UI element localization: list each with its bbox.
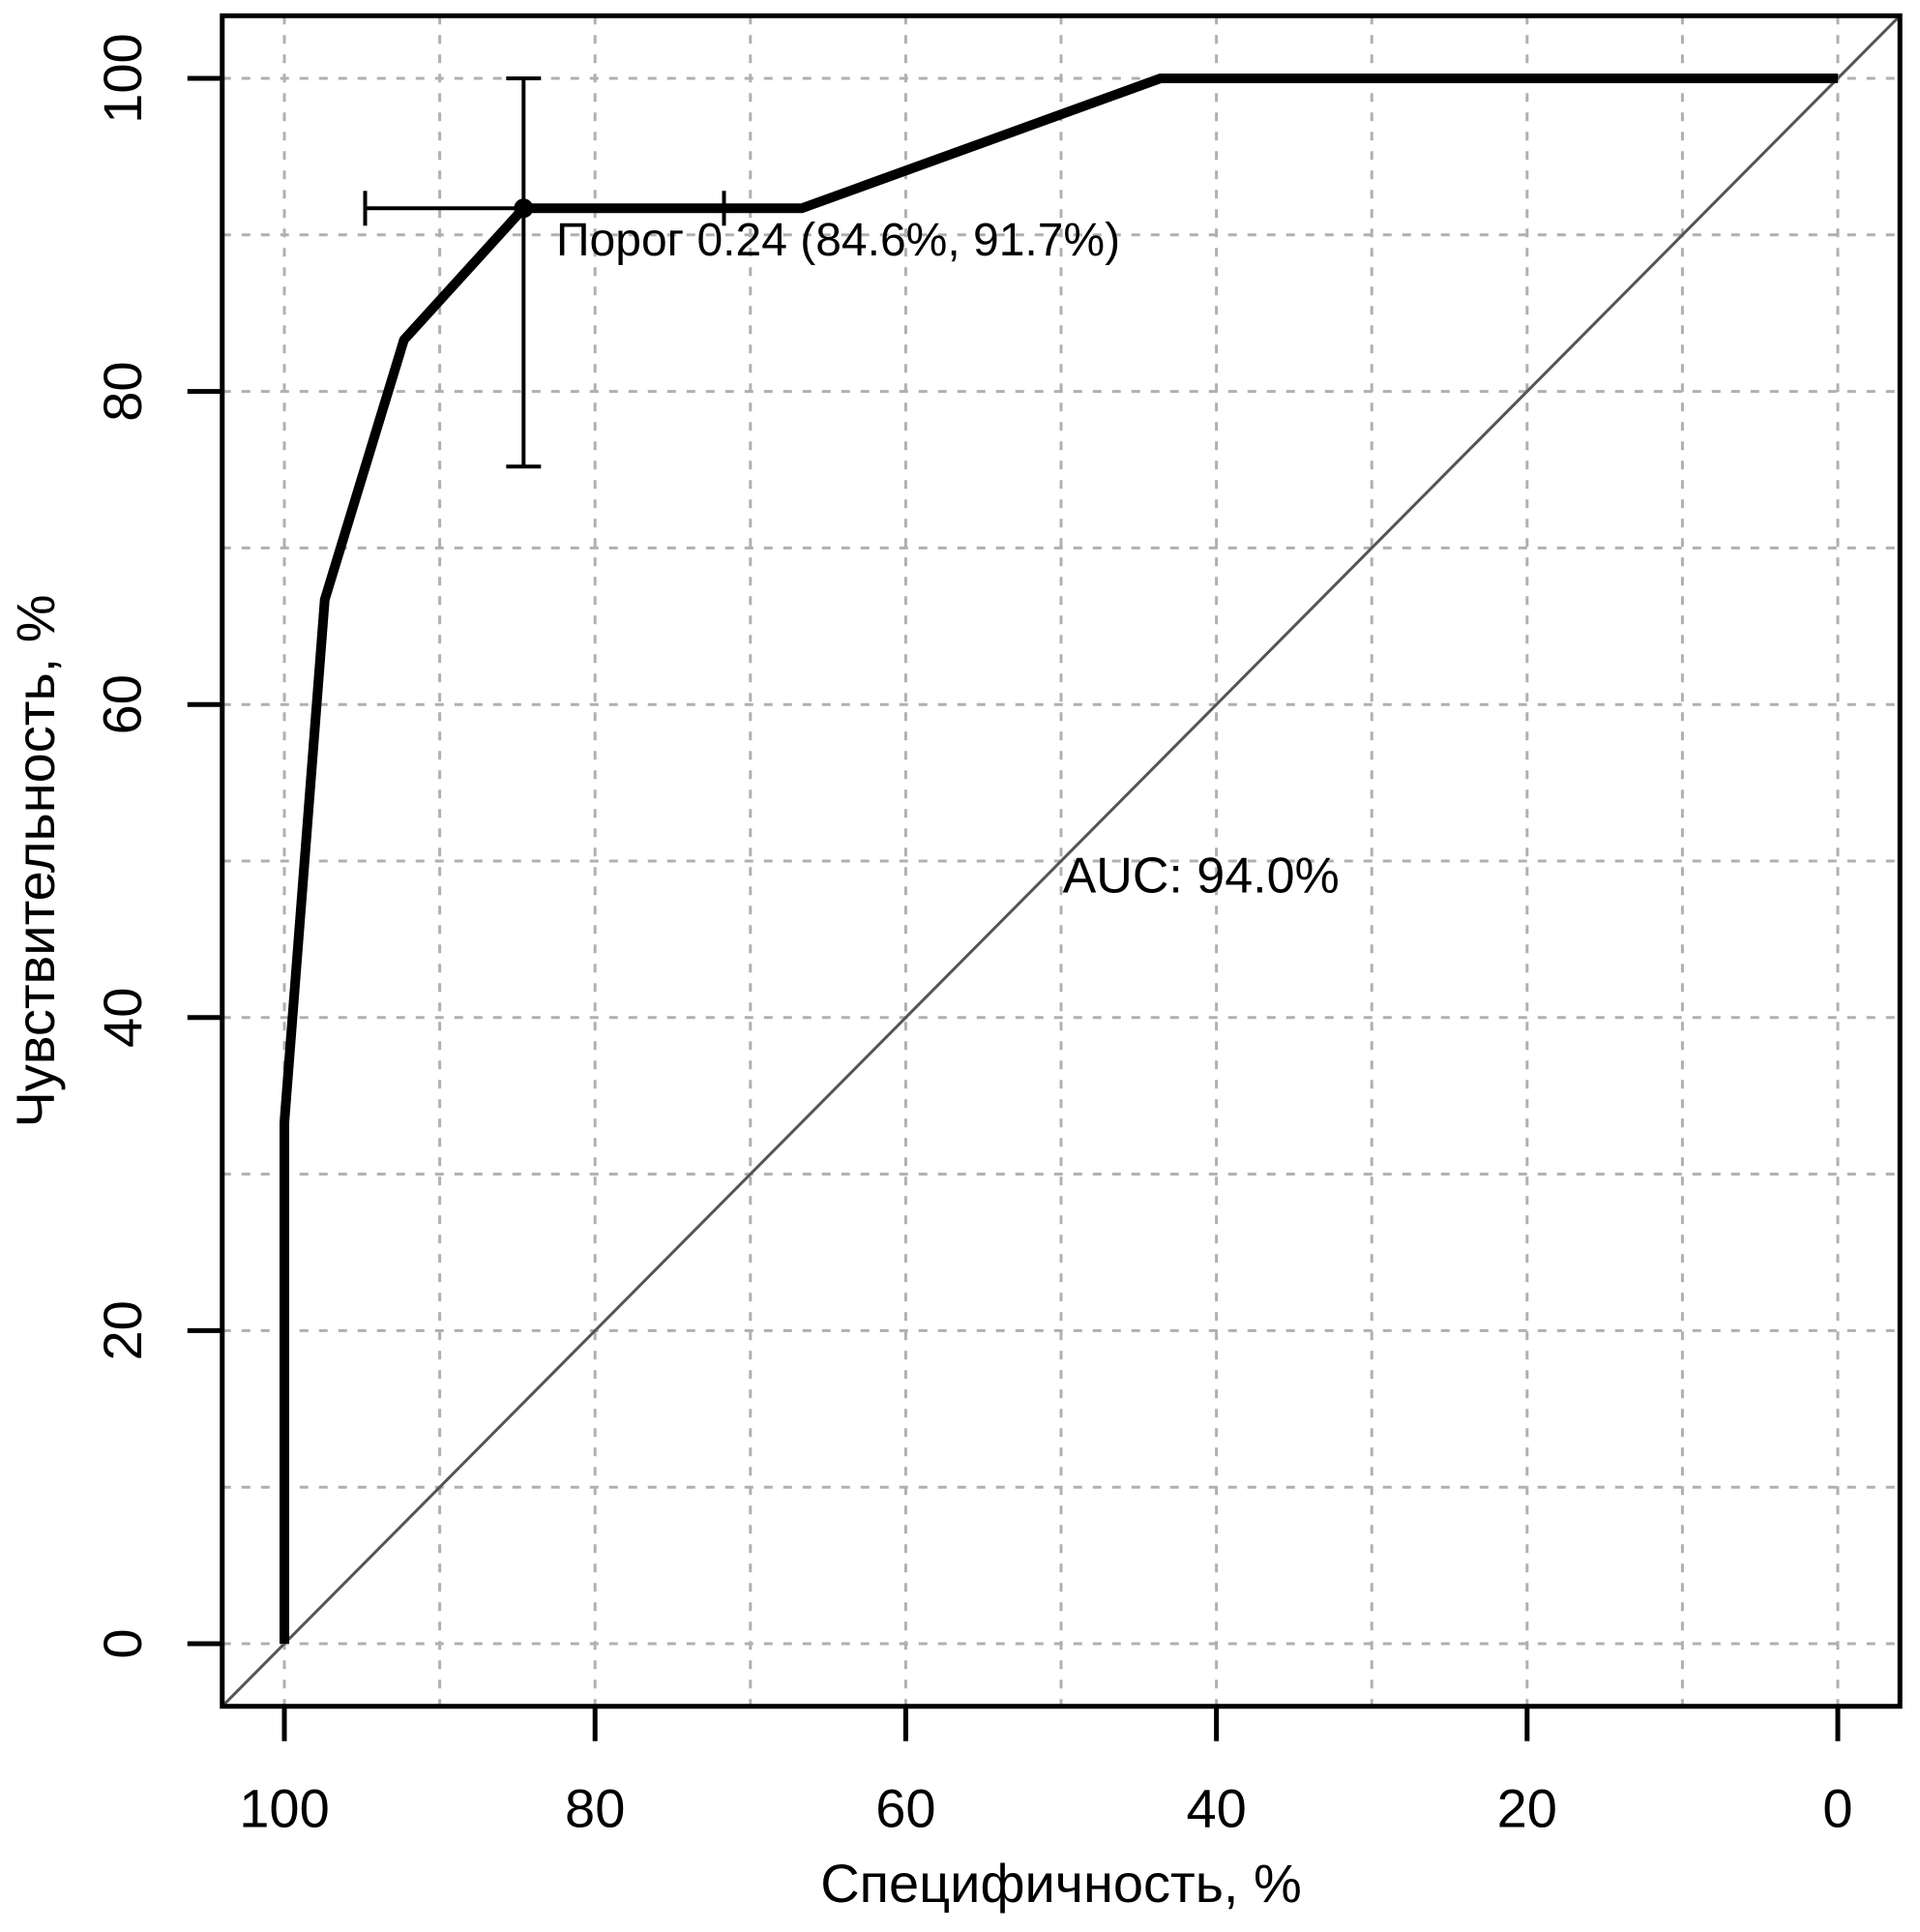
y-axis-title: Чувствительность, % [5,594,66,1127]
x-tick-label: 100 [239,1778,329,1839]
plot-border [220,13,1903,1709]
x-tick-label: 60 [875,1778,935,1839]
y-tick-label: 20 [92,1300,153,1360]
y-tick-label: 60 [92,674,153,734]
roc-curve [280,74,1838,1644]
x-tick-label: 80 [565,1778,625,1839]
threshold-label: Порог 0.24 (84.6%, 91.7%) [556,215,1120,266]
y-tick-label: 40 [92,988,153,1048]
x-tick-label: 40 [1186,1778,1246,1839]
diagonal-reference-line [221,15,1902,1708]
y-tick-label: 0 [92,1628,153,1658]
y-tick-label: 100 [92,33,153,123]
auc-label: AUC: 94.0% [1063,847,1340,904]
x-tick-label: 0 [1822,1778,1852,1839]
threshold-point [514,198,534,219]
x-tick-label: 20 [1497,1778,1557,1839]
x-axis-title: Специфичность, % [820,1853,1302,1914]
y-tick-label: 80 [92,361,153,421]
